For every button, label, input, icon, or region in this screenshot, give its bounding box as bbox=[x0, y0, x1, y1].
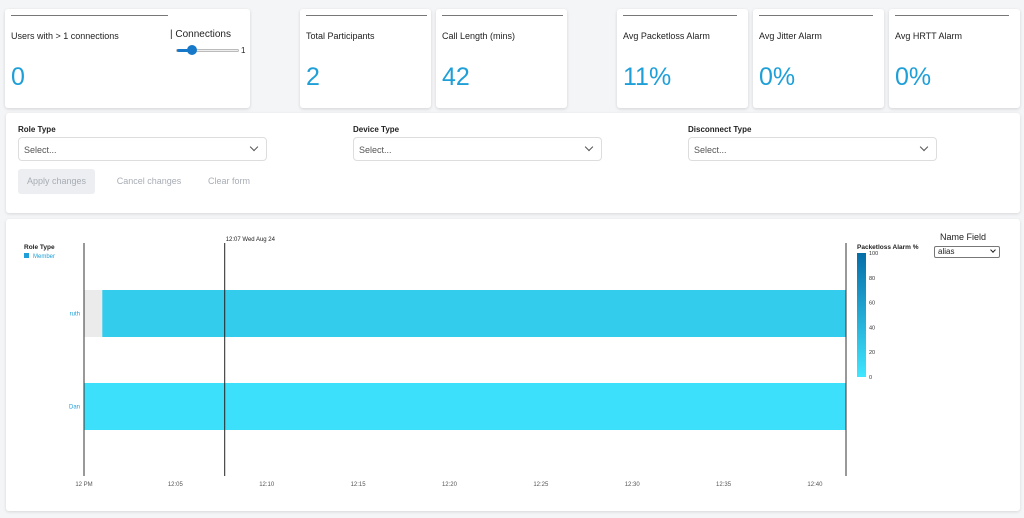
connections-slider-track[interactable] bbox=[176, 49, 239, 52]
chevron-down-icon bbox=[249, 142, 259, 152]
card-rule bbox=[895, 15, 1009, 16]
kpi-title: Avg Packetloss Alarm bbox=[623, 31, 710, 41]
kpi-title: Total Participants bbox=[306, 31, 375, 41]
kpi-card-hrtt: Avg HRTT Alarm 0% bbox=[889, 9, 1020, 108]
kpi-value: 42 bbox=[442, 63, 470, 91]
time-cursor-label: 12:07 Wed Aug 24 bbox=[226, 237, 276, 243]
kpi-card-jitter: Avg Jitter Alarm 0% bbox=[753, 9, 884, 108]
timeline-gap bbox=[84, 290, 103, 337]
card-rule bbox=[306, 15, 427, 16]
row-label: ruth bbox=[70, 312, 80, 318]
legend-title: Role Type bbox=[24, 244, 55, 251]
kpi-title: Avg Jitter Alarm bbox=[759, 31, 822, 41]
clear-form-button[interactable]: Clear form bbox=[207, 176, 250, 186]
chevron-down-icon bbox=[919, 142, 929, 152]
role-type-placeholder: Select... bbox=[24, 145, 57, 155]
apply-changes-button[interactable]: Apply changes bbox=[18, 169, 95, 194]
colorbar-gradient bbox=[857, 253, 866, 377]
x-tick-label: 12:20 bbox=[442, 482, 458, 488]
colorbar-tick-label: 0 bbox=[869, 375, 872, 381]
colorbar-tick-label: 40 bbox=[869, 325, 875, 331]
chevron-down-icon bbox=[990, 247, 996, 253]
connections-slider-thumb[interactable] bbox=[186, 45, 197, 55]
x-tick-label: 12:05 bbox=[168, 482, 184, 488]
kpi-value: 0 bbox=[11, 63, 25, 91]
kpi-card-participants: Total Participants 2 bbox=[300, 9, 431, 108]
name-field-label: Name Field bbox=[940, 232, 987, 242]
x-tick-label: 12:30 bbox=[625, 482, 641, 488]
colorbar-title: Packetloss Alarm % bbox=[857, 244, 919, 251]
colorbar-tick-label: 80 bbox=[869, 276, 875, 282]
kpi-title: Avg HRTT Alarm bbox=[895, 31, 963, 41]
timeline-bar bbox=[84, 383, 846, 430]
timeline-bar bbox=[102, 290, 847, 337]
device-type-placeholder: Select... bbox=[359, 145, 392, 155]
kpi-title: Users with > 1 connections bbox=[11, 31, 119, 41]
legend-swatch bbox=[24, 253, 29, 258]
filter-panel: Role Type Select... Device Type Select..… bbox=[6, 113, 1020, 213]
disconnect-type-select[interactable]: Select... bbox=[688, 137, 937, 161]
connections-label: | Connections bbox=[170, 29, 231, 40]
x-tick-label: 12:10 bbox=[259, 482, 275, 488]
x-tick-label: 12:25 bbox=[533, 482, 549, 488]
colorbar-tick-label: 20 bbox=[869, 350, 875, 356]
timeline-chart-panel: Role Type Member ruth Dan 12:07 Wed Aug 24 12… bbox=[6, 219, 1020, 511]
kpi-value: 11% bbox=[623, 63, 672, 91]
role-type-label: Role Type bbox=[18, 125, 56, 134]
card-rule bbox=[11, 15, 168, 16]
row-label: Dan bbox=[69, 405, 80, 411]
x-tick-label: 12:15 bbox=[351, 482, 367, 488]
card-rule bbox=[759, 15, 873, 16]
colorbar-tick-label: 60 bbox=[869, 301, 875, 307]
cancel-changes-button[interactable]: Cancel changes bbox=[116, 176, 182, 186]
x-tick-label: 12:35 bbox=[716, 482, 732, 488]
kpi-card-call-length: Call Length (mins) 42 bbox=[436, 9, 567, 108]
kpi-value: 0% bbox=[759, 63, 796, 91]
name-field-value: alias bbox=[938, 247, 955, 256]
card-rule bbox=[442, 15, 563, 16]
chevron-down-icon bbox=[584, 142, 594, 152]
kpi-title: Call Length (mins) bbox=[442, 31, 516, 41]
kpi-card-users-connections: Users with > 1 connections 0 | Connectio… bbox=[5, 9, 250, 108]
connections-slider-max: 1 bbox=[241, 46, 246, 55]
timeline-chart: Role Type Member ruth Dan 12:07 Wed Aug 24 12… bbox=[24, 237, 919, 488]
x-tick-label: 12:40 bbox=[807, 482, 823, 488]
device-type-select[interactable]: Select... bbox=[353, 137, 602, 161]
connections-slider-fill bbox=[177, 49, 193, 52]
device-type-label: Device Type bbox=[353, 125, 400, 134]
card-rule bbox=[623, 15, 737, 16]
kpi-card-packetloss: Avg Packetloss Alarm 11% bbox=[617, 9, 748, 108]
connections-label-text: Connections bbox=[175, 29, 231, 40]
kpi-value: 0% bbox=[895, 63, 932, 91]
colorbar-tick-label: 100 bbox=[869, 251, 878, 257]
disconnect-type-placeholder: Select... bbox=[694, 145, 727, 155]
legend-item: Member bbox=[33, 254, 55, 260]
x-tick-label: 12 PM bbox=[75, 482, 92, 488]
disconnect-type-label: Disconnect Type bbox=[688, 125, 752, 134]
kpi-value: 2 bbox=[306, 63, 320, 91]
name-field-select[interactable]: alias bbox=[934, 246, 1000, 258]
role-type-select[interactable]: Select... bbox=[18, 137, 267, 161]
